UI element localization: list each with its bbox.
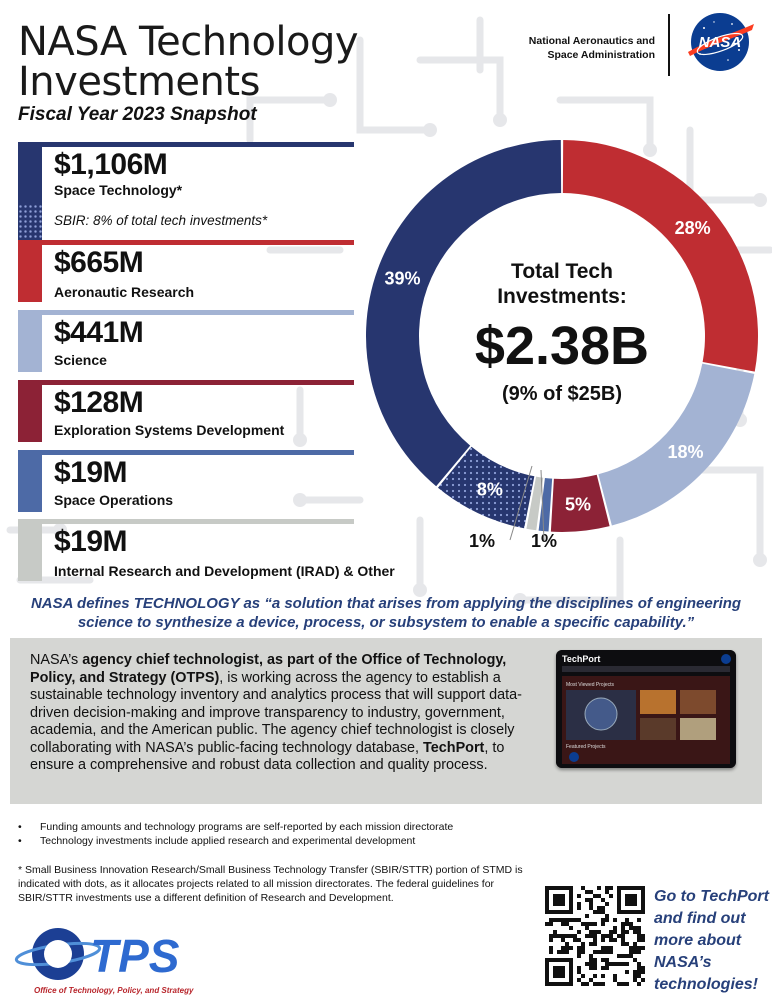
donut-label-internal-research-and-development-irad-other: 1%	[469, 531, 495, 551]
screenshot-featured: Featured Projects	[566, 744, 606, 750]
donut-label-aeronautic-research: 28%	[675, 218, 711, 238]
category-color-bar	[18, 380, 42, 442]
category-color-bar	[18, 240, 42, 302]
definition-line-1: NASA defines TECHNOLOGY as “a solution t…	[30, 595, 742, 612]
category-amount: $19M	[54, 456, 128, 489]
donut-label-sbir: 8%	[477, 479, 503, 499]
donut-slice-internal-research-and-development-irad-other	[526, 476, 544, 531]
note-item: Technology investments include applied r…	[18, 834, 538, 848]
category-label: Internal Research and Development (IRAD)…	[54, 563, 395, 579]
category-aeronautic-research: $665M Aeronautic Research	[18, 240, 354, 302]
category-label: Science	[54, 352, 107, 368]
donut-slice-space-technology	[366, 140, 562, 487]
page-subtitle: Fiscal Year 2023 Snapshot	[18, 104, 257, 125]
techport-call-to-action[interactable]: Go to TechPort and find out more about N…	[654, 888, 769, 993]
category-label: Exploration Systems Development	[54, 422, 285, 438]
category-amount: $128M	[54, 386, 144, 419]
category-color-bar	[18, 450, 42, 512]
sbir-footnote: * Small Business Innovation Research/Sma…	[18, 864, 523, 904]
investment-donut-chart: 28% 18% 5% 1% 1% 8% 39% Total Tech Investments…	[366, 140, 758, 551]
category-amount: $19M	[54, 525, 128, 558]
donut-center-line-2: Investments:	[497, 285, 627, 308]
title-line-1: NASA Technology	[18, 19, 359, 65]
otps-logo: TPS	[14, 928, 180, 982]
category-top-rule	[42, 240, 354, 245]
category-irad-other: $19M Internal Research and Development (…	[18, 519, 438, 581]
category-label: Aeronautic Research	[54, 284, 195, 300]
page-title: NASA Technology Investments	[18, 19, 359, 105]
donut-slice-science	[598, 363, 755, 526]
techport-qr-code[interactable]	[545, 886, 645, 986]
category-space-operations: $19M Space Operations	[18, 450, 354, 512]
header-divider	[668, 14, 670, 76]
donut-center-total: $2.38B	[475, 316, 649, 376]
donut-label-science: 18%	[668, 442, 704, 462]
note-item: Funding amounts and technology programs …	[18, 820, 538, 834]
otps-logo-tagline: Office of Technology, Policy, and Strate…	[34, 986, 194, 995]
donut-label-space-technology: 39%	[385, 269, 421, 289]
donut-slice-space-operations	[538, 477, 553, 532]
category-top-rule	[42, 310, 354, 315]
otps-description: NASA’s agency chief technologist, as par…	[30, 652, 545, 775]
donut-label-space-operations: 1%	[531, 531, 557, 551]
donut-center-line-1: Total Tech	[511, 260, 613, 283]
donut-slice-aeronautic-research	[562, 140, 758, 372]
donut-slice-exploration-systems-development	[550, 474, 610, 532]
sbir-note: SBIR: 8% of total tech investments*	[18, 204, 354, 240]
category-label: Space Operations	[54, 492, 174, 508]
screenshot-brand: TechPort	[562, 654, 600, 664]
category-amount: $665M	[54, 246, 144, 279]
category-amount: $441M	[54, 316, 144, 349]
screenshot-heading: Most Viewed Projects	[566, 682, 614, 688]
nasa-logo-text: NASA	[699, 34, 742, 51]
notes-list: Funding amounts and technology programs …	[18, 820, 538, 848]
agency-name-line-2: Space Administration	[547, 49, 655, 61]
description-bold-otps: agency chief technologist, as part of th…	[30, 652, 507, 686]
description-text-1: NASA’s	[30, 652, 83, 668]
sbir-note-text: SBIR: 8% of total tech investments*	[54, 213, 268, 228]
nasa-meatball-logo: NASA	[688, 13, 754, 71]
category-exploration-systems: $128M Exploration Systems Development	[18, 380, 354, 442]
category-color-bar	[18, 310, 42, 372]
category-space-technology: $1,106M Space Technology*	[18, 142, 354, 204]
category-color-bar	[18, 142, 42, 204]
agency-name-line-1: National Aeronautics and	[528, 35, 655, 47]
category-science: $441M Science	[18, 310, 354, 372]
donut-center-note: (9% of $25B)	[502, 383, 622, 405]
donut-slice-sbir	[437, 446, 535, 529]
techport-screenshot-image: TechPort Most Viewed Projects Featured P…	[556, 650, 736, 768]
description-bold-techport: TechPort	[423, 739, 485, 756]
definition-line-2: science to synthesize a device, process,…	[77, 614, 695, 631]
title-line-2: Investments	[18, 59, 260, 105]
otps-logo-text: TPS	[90, 930, 180, 982]
category-label: Space Technology*	[54, 182, 183, 198]
description-text-3: , to ensure a comprehensive and robust d…	[30, 739, 505, 774]
leader-line-irad	[509, 465, 533, 541]
donut-label-exploration-systems-development: 5%	[565, 495, 591, 515]
technology-definition: NASA defines TECHNOLOGY as “a solution t…	[10, 594, 762, 632]
otps-info-panel: NASA’s agency chief technologist, as par…	[10, 638, 762, 804]
agency-name: National Aeronautics and Space Administr…	[480, 34, 655, 62]
category-amount: $1,106M	[54, 148, 168, 181]
category-top-rule	[42, 142, 354, 147]
category-color-bar	[18, 519, 42, 581]
category-top-rule	[42, 450, 354, 455]
category-top-rule	[42, 519, 354, 524]
description-text-2: , is working across the agency to establ…	[30, 669, 522, 756]
leader-line-space-ops	[540, 469, 545, 541]
sbir-dotted-swatch	[18, 204, 42, 240]
category-top-rule	[42, 380, 354, 385]
